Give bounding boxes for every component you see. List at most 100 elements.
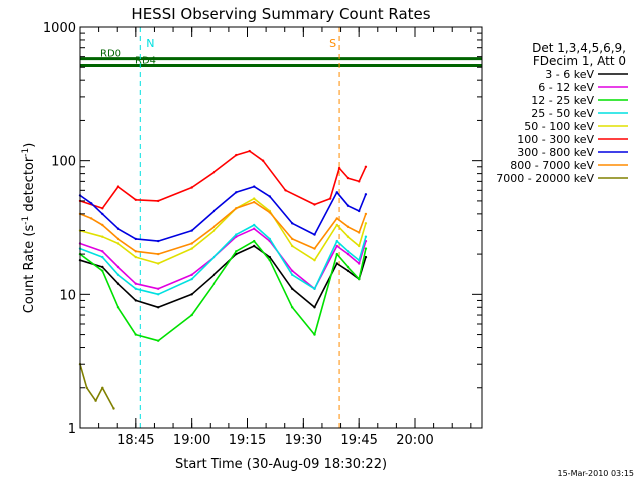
series-8-point-1 [85,386,88,389]
series-4-point-6 [212,229,216,232]
series-7-point-8 [235,207,238,210]
series-5-point-16 [364,165,368,168]
series-line-3 [79,224,367,296]
series-7-point-5 [157,252,160,256]
footer-timestamp: 15-Mar-2010 03:15 [558,469,635,478]
series-1-point-8 [253,227,256,230]
series-6-point-3 [116,227,120,230]
series-1-point-12 [335,244,338,248]
flag-label-n: N [146,37,154,50]
legend-label-5: 100 - 300 keV [517,133,594,146]
series-5-point-12 [328,197,332,200]
series-6-point-2 [101,212,104,216]
series-5-point-6 [212,171,216,174]
series-6-point-16 [364,193,368,196]
series-7-point-12 [313,247,316,250]
series-2-point-6 [212,282,216,285]
series-7-point-7 [212,225,216,228]
series-3-point-4 [157,293,160,296]
series-1-point-3 [134,282,137,285]
series-2-point-1 [101,269,104,272]
series-5-point-4 [157,199,160,203]
series-3-point-10 [291,273,294,276]
series-7-point-11 [291,237,294,241]
series-6-point-12 [313,233,316,236]
series-2-point-11 [313,333,316,336]
series-3-point-3 [134,287,137,290]
state-bar-label-rd4: RD4 [135,56,156,67]
series-line-4 [79,197,367,265]
series-7-point-15 [358,231,361,234]
series-7-point-3 [116,237,120,241]
series-5-point-15 [358,180,361,183]
series-1-point-10 [291,269,294,272]
legend-label-3: 25 - 50 keV [531,107,594,120]
legend-header-line-2: FDecim 1, Att 0 [533,54,626,68]
series-2-point-8 [253,239,256,243]
x-tick-label-3: 19:30 [285,433,322,448]
series-0-point-6 [212,273,216,276]
y-axis-label: Count Rate (s-1 detector-1) [21,143,37,314]
chart-title: HESSI Observing Summary Count Rates [131,5,430,23]
series-6-point-8 [235,191,238,194]
series-0-point-3 [134,299,137,302]
plot-frame [79,26,483,429]
series-4-point-13 [346,235,350,238]
series-1-point-5 [190,273,193,276]
series-2-point-3 [134,333,137,336]
series-1-point-13 [346,252,350,256]
flag-label-s: S [329,37,336,50]
series-line-1 [79,227,367,290]
series-7-point-9 [253,200,256,204]
series-7-point-1 [90,217,93,220]
series-6-point-13 [335,191,338,194]
series-5-point-2 [116,185,120,188]
series-3-point-7 [235,233,238,236]
series-4-point-10 [291,244,294,248]
series-2-point-5 [190,313,193,317]
y-tick-label-3: 1000 [43,21,76,36]
series-3-point-5 [190,277,193,281]
series-3-point-2 [116,273,120,276]
series-3-point-13 [346,250,350,253]
series-2-point-12 [335,252,338,256]
series-4-point-11 [313,259,316,262]
series-6-point-14 [346,204,350,207]
series-1-point-2 [116,265,120,269]
series-6-point-4 [134,237,137,241]
series-5-point-1 [101,207,104,210]
series-2-point-10 [291,306,294,309]
series-1-point-14 [358,262,361,265]
series-4-point-14 [358,244,361,248]
series-4-point-12 [335,223,338,227]
x-tick-label-2: 19:15 [229,433,266,448]
series-0-point-10 [291,287,294,290]
series-line-2 [79,240,367,342]
series-2-point-9 [268,259,271,262]
series-1-point-4 [157,287,160,290]
series-5-point-14 [346,176,350,180]
series-0-point-2 [116,282,120,285]
series-2-point-2 [116,306,120,309]
series-1-point-1 [101,250,104,253]
series-5-point-11 [313,203,316,206]
series-4-point-4 [157,262,160,265]
series-0-point-8 [253,244,256,248]
series-6-point-10 [268,195,271,198]
series-4-point-3 [134,255,137,259]
series-4-point-8 [253,197,256,200]
series-0-point-1 [101,265,104,269]
series-0-point-4 [157,306,160,309]
series-5-point-8 [248,149,251,153]
series-line-0 [79,245,367,309]
series-6-point-11 [291,222,294,225]
series-0-point-13 [346,269,350,272]
series-5-point-5 [190,186,193,189]
legend-label-1: 6 - 12 keV [538,81,594,94]
series-0-point-11 [313,306,316,309]
series-7-point-6 [190,242,193,245]
series-6-point-1 [90,202,93,205]
series-2-point-15 [364,247,368,250]
series-7-point-16 [364,212,368,216]
